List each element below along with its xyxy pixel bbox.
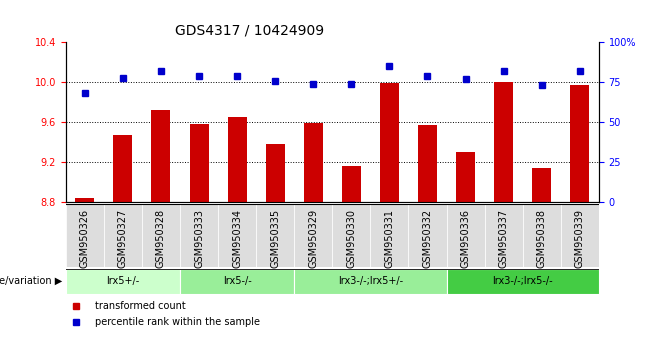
Bar (294, 269, 447, 294)
Bar (418, 125, 437, 202)
Bar (66, 269, 180, 294)
Bar (256, 204, 294, 267)
Text: lrx5-/-: lrx5-/- (223, 276, 251, 286)
Bar (447, 269, 599, 294)
Bar (228, 117, 247, 202)
Text: lrx3-/-;lrx5+/-: lrx3-/-;lrx5+/- (338, 276, 403, 286)
Bar (456, 152, 475, 202)
Text: GSM950336: GSM950336 (461, 209, 470, 268)
Bar (218, 204, 256, 267)
Bar (151, 110, 170, 202)
Text: GSM950338: GSM950338 (537, 209, 547, 268)
Text: GSM950339: GSM950339 (574, 209, 585, 268)
Bar (494, 82, 513, 202)
Text: lrx5+/-: lrx5+/- (107, 276, 139, 286)
Bar (66, 204, 104, 267)
Bar (370, 204, 409, 267)
Text: GSM950331: GSM950331 (384, 209, 394, 268)
Text: GSM950334: GSM950334 (232, 209, 242, 268)
Text: GSM950330: GSM950330 (346, 209, 357, 268)
Text: GSM950329: GSM950329 (308, 209, 318, 268)
Text: percentile rank within the sample: percentile rank within the sample (95, 317, 260, 327)
Bar (484, 204, 522, 267)
Bar (561, 204, 599, 267)
Bar (294, 204, 332, 267)
Text: GSM950327: GSM950327 (118, 209, 128, 268)
Bar (266, 144, 285, 202)
Bar (304, 123, 323, 202)
Text: GSM950335: GSM950335 (270, 209, 280, 268)
Text: genotype/variation ▶: genotype/variation ▶ (0, 276, 63, 286)
Text: GSM950332: GSM950332 (422, 209, 432, 268)
Bar (447, 204, 484, 267)
Bar (180, 204, 218, 267)
Text: GSM950326: GSM950326 (80, 209, 90, 268)
Bar (332, 204, 370, 267)
Text: GSM950328: GSM950328 (156, 209, 166, 268)
Text: GDS4317 / 10424909: GDS4317 / 10424909 (176, 23, 324, 37)
Text: transformed count: transformed count (95, 301, 186, 310)
Text: GSM950337: GSM950337 (499, 209, 509, 268)
Text: GSM950333: GSM950333 (194, 209, 204, 268)
Bar (190, 124, 209, 202)
Bar (409, 204, 447, 267)
Bar (75, 198, 94, 202)
Bar (142, 204, 180, 267)
Bar (532, 168, 551, 202)
Text: lrx3-/-;lrx5-/-: lrx3-/-;lrx5-/- (492, 276, 553, 286)
Bar (113, 135, 132, 202)
Bar (522, 204, 561, 267)
Bar (570, 85, 590, 202)
Bar (380, 83, 399, 202)
Bar (104, 204, 142, 267)
Bar (342, 166, 361, 202)
Bar (180, 269, 294, 294)
